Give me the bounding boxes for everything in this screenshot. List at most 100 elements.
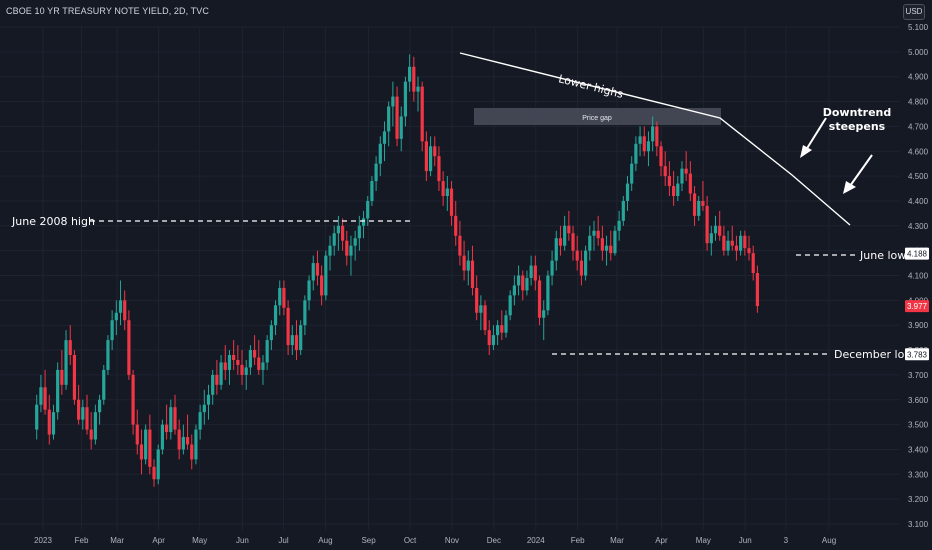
candle-body (47, 409, 51, 435)
candle-body (671, 186, 676, 196)
candle (722, 225, 726, 256)
candle-body (177, 429, 181, 450)
candle-body (537, 280, 542, 318)
candle-body (123, 300, 127, 321)
candle (596, 215, 600, 246)
candle-body (320, 275, 324, 296)
candle (336, 215, 340, 251)
candle (412, 56, 416, 102)
candle-body (651, 126, 655, 142)
candle-body (265, 340, 269, 363)
candle (588, 225, 592, 261)
candle-body (378, 143, 382, 164)
x-tick-label: Nov (445, 536, 459, 545)
candle-body (382, 131, 387, 144)
y-tick-label: 4.600 (908, 147, 929, 156)
x-tick-label: Apr (152, 536, 165, 545)
candle-body (332, 233, 336, 246)
candle (420, 81, 424, 152)
candle-body (68, 340, 72, 356)
candle-body (428, 146, 433, 172)
candle (177, 419, 181, 460)
candle (144, 424, 148, 465)
currency-button[interactable]: USD (903, 4, 925, 20)
candle (307, 275, 311, 311)
candle (592, 220, 596, 251)
candle-body (311, 263, 315, 281)
candle-body (449, 188, 454, 216)
candle-body (294, 335, 299, 351)
price-tag-label: 3.783 (907, 350, 928, 359)
candle (366, 195, 370, 226)
candle (441, 171, 445, 206)
candle (642, 126, 646, 157)
candle (697, 195, 701, 221)
candle-body (454, 215, 458, 236)
candle-body (596, 230, 600, 239)
candle-body (705, 205, 709, 244)
candle (655, 121, 659, 157)
price-gap-rect[interactable] (474, 108, 721, 125)
candle-body (361, 218, 366, 226)
candle (232, 340, 236, 370)
candle-body (152, 466, 156, 480)
candle (433, 136, 437, 167)
june-2008-high-label: June 2008 high (11, 215, 95, 228)
x-tick-label: 2024 (527, 536, 545, 545)
candle (617, 210, 621, 241)
y-axis[interactable]: 5.100 5.000 4.900 4.800 4.700 4.600 4.500 4.400… (908, 23, 929, 529)
candle (671, 171, 676, 206)
candle (579, 250, 584, 286)
x-axis[interactable]: 2023 Feb Mar Apr May Jun Jul Aug Sep Oct Nov Dec 202… (34, 536, 836, 545)
candle-body (248, 350, 253, 368)
candle-body (273, 305, 278, 326)
candle-body (416, 86, 420, 92)
candle (303, 295, 307, 336)
candle-body (604, 245, 609, 251)
candle (332, 225, 336, 256)
candle-body (630, 163, 634, 184)
candle-body (680, 168, 684, 184)
candle (550, 250, 554, 286)
candle (148, 414, 152, 475)
candle (399, 106, 403, 152)
candle-body (324, 255, 328, 296)
x-tick-label: 3 (784, 536, 789, 545)
price-gap-box[interactable]: Price gap (474, 108, 721, 125)
candle (638, 126, 642, 157)
candle-body (60, 369, 64, 385)
candle-body (713, 225, 718, 234)
candle-body (734, 245, 739, 251)
candle (516, 265, 521, 296)
candle (428, 136, 433, 177)
candle (286, 300, 290, 356)
candle-body (39, 387, 43, 405)
candle-body (412, 66, 416, 92)
candle-body (215, 374, 219, 385)
candle-body (508, 295, 512, 316)
candle-body (617, 220, 621, 231)
candle-body (299, 325, 303, 351)
candle-body (102, 369, 106, 400)
candle-body (718, 225, 722, 236)
candle-body (433, 146, 437, 157)
grid (0, 26, 900, 530)
candle-body (437, 156, 441, 182)
lower-highs-trendline[interactable] (459, 52, 851, 226)
candle-body (743, 235, 747, 249)
candle-body (185, 437, 190, 445)
candle-body (642, 136, 646, 152)
candle-body (118, 300, 123, 313)
candle (755, 265, 759, 313)
candle-body (487, 330, 491, 346)
candle (584, 245, 588, 281)
candle (102, 364, 106, 405)
candle-body (77, 399, 81, 420)
candle (680, 161, 684, 192)
candle-body (391, 96, 395, 107)
candle-body (227, 355, 232, 370)
candle (311, 255, 315, 291)
candle-body (374, 163, 378, 182)
downtrend-label-line1: Downtrend (823, 106, 892, 119)
